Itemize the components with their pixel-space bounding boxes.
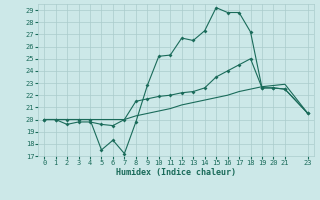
X-axis label: Humidex (Indice chaleur): Humidex (Indice chaleur) — [116, 168, 236, 177]
